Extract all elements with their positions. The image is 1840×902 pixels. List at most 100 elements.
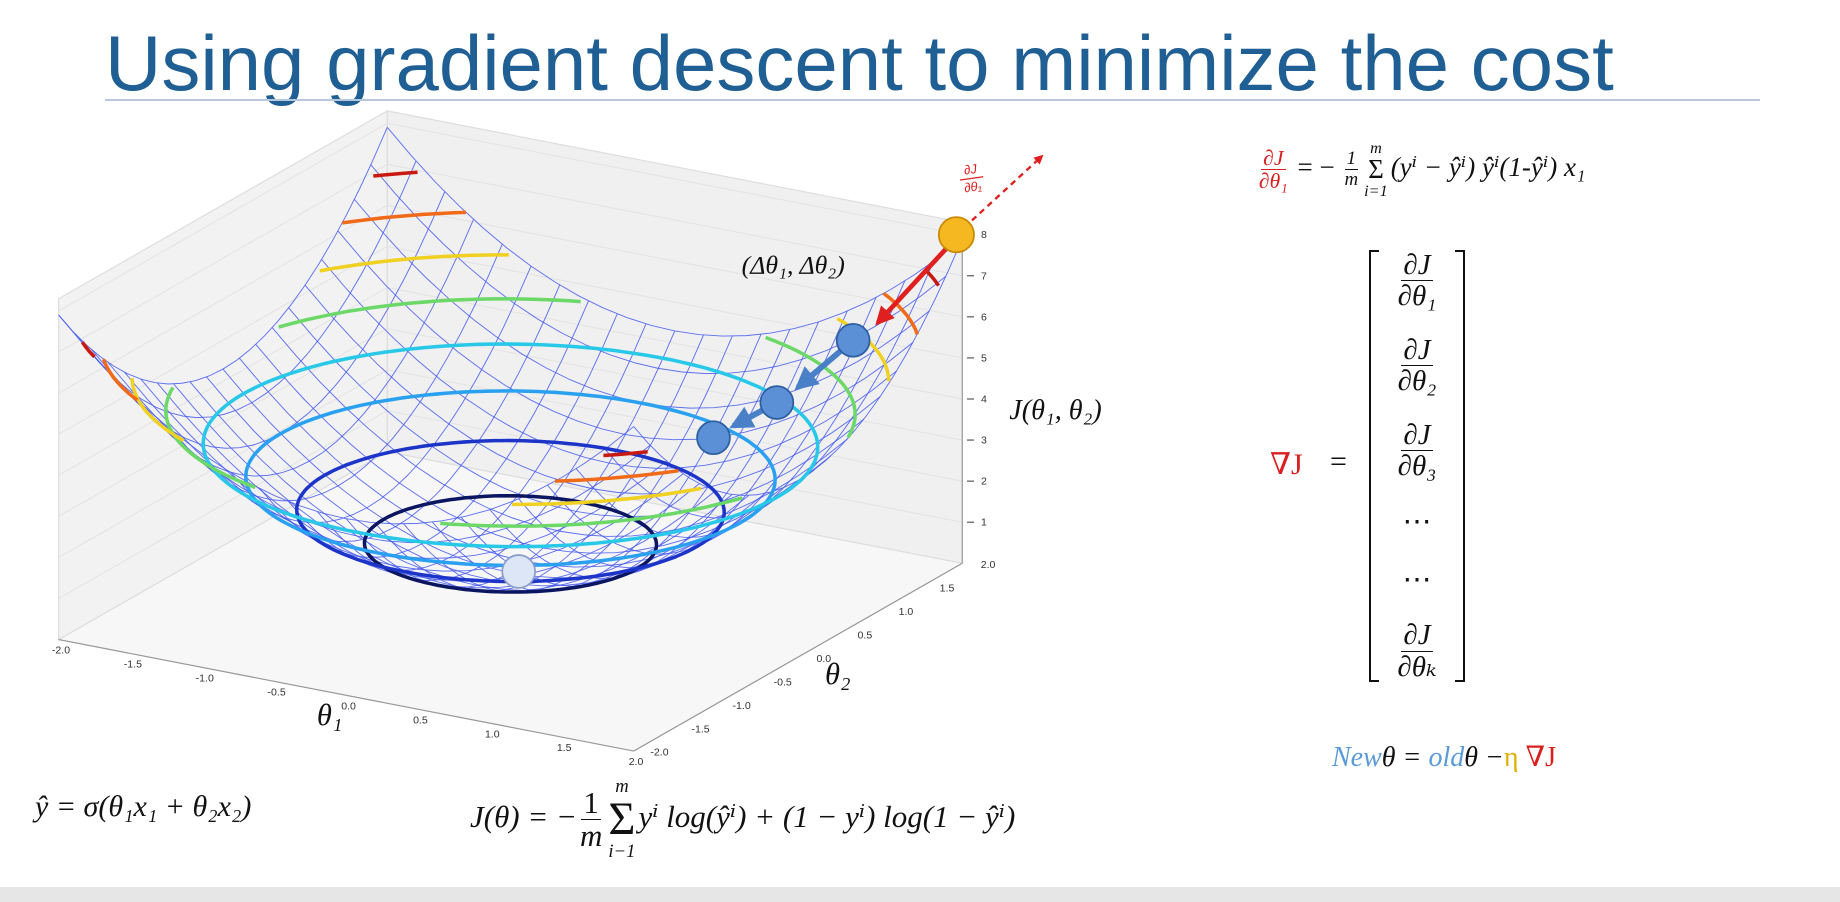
surface-plot: -2.0 -1.5 -1.0 -0.5 0.0 0.5 1.0 1.5 2.0 -2.0 -1.5 -… — [52, 109, 1102, 768]
vector-entry: ∂J ∂θ₂ — [1397, 333, 1437, 398]
contour — [278, 297, 581, 329]
sum-sign: Σ — [1368, 154, 1384, 185]
j-axis-label: J(θ₁, θ₂) — [1009, 395, 1102, 426]
theta2-tick-label: -2.0 — [650, 747, 668, 759]
mesh-line — [374, 334, 704, 593]
theta2-tick-label: -1.0 — [733, 700, 751, 712]
theta2-tick-label: 1.5 — [940, 582, 955, 594]
numerator: ∂J — [1401, 333, 1433, 367]
sum-upper: m — [615, 776, 629, 797]
contour — [342, 210, 466, 225]
contour — [319, 253, 509, 273]
theta2-label: θ₂ — [825, 657, 851, 691]
mesh-line — [271, 327, 848, 537]
gradient-label-num: ∂J — [963, 161, 978, 178]
j-tick-label: 4 — [981, 394, 987, 406]
vector-entry: ∂J ∂θₖ — [1397, 620, 1436, 682]
j-tick-label: 1 — [981, 517, 987, 529]
contour — [101, 358, 139, 402]
bracket-right — [1455, 250, 1465, 682]
gradient-label: ∂J∂θ₁ — [959, 161, 984, 195]
cost-lhs: J(θ) = − — [470, 798, 577, 834]
sum-sign: Σ — [608, 793, 636, 845]
start-point — [937, 216, 975, 254]
learning-rate: η — [1503, 742, 1519, 773]
theta2-tick-label: 2.0 — [981, 559, 996, 571]
slide-title: Using gradient descent to minimize the c… — [105, 19, 1614, 107]
hypothesis: ŷ = σ(θ₁x₁ + θ₂x₂) — [35, 790, 252, 823]
mesh-line — [321, 259, 897, 469]
denominator: m — [1344, 169, 1359, 191]
step-label: (Δθ₁, Δθ₂) — [742, 250, 845, 279]
update-theta: θ − — [1464, 742, 1504, 773]
update-rule: Newθ = oldθ −η ∇J — [1332, 740, 1556, 774]
gradient-direction — [955, 154, 1044, 236]
theta1-tick-label: -0.5 — [268, 686, 286, 698]
axis-edge — [58, 562, 963, 752]
theta2-tick-label: 0.5 — [858, 629, 873, 641]
wall-grid — [58, 163, 963, 353]
point — [759, 385, 795, 420]
denominator: ∂θ₃ — [1397, 449, 1437, 482]
fraction-bar — [959, 176, 984, 181]
theta1-label: θ₁ — [317, 698, 343, 732]
theta2-tick-label: -1.5 — [691, 723, 709, 735]
vector-entry: ⋯ — [1402, 564, 1432, 597]
mesh-line — [547, 297, 877, 555]
update-old: old — [1428, 742, 1465, 773]
mesh-line — [304, 284, 881, 495]
minimum-point — [501, 554, 536, 589]
denominator: ∂θ₂ — [1397, 365, 1437, 398]
theta2-tick-label: 1.0 — [899, 606, 914, 618]
wall-grid — [58, 369, 963, 558]
gradient-rhs: (yⁱ − ŷⁱ) ŷⁱ(1-ŷⁱ) x₁ — [1390, 151, 1586, 182]
denominator: ∂θ₁ — [1259, 169, 1288, 194]
update-new: New — [1332, 742, 1382, 773]
wall-grid — [58, 122, 963, 312]
j-tick-label: 7 — [981, 270, 987, 282]
contour — [603, 450, 648, 458]
theta1-tick-label: 0.5 — [413, 714, 428, 726]
denominator: ∂θ₁ — [1397, 280, 1437, 313]
update-gradient: ∇J — [1525, 742, 1556, 773]
numerator: ∂J — [1401, 418, 1433, 451]
sum-lower: i−1 — [608, 841, 636, 863]
numerator: ∂J — [1401, 249, 1433, 282]
j-tick-label: 5 — [981, 352, 987, 364]
contour — [512, 486, 702, 507]
mesh-line — [288, 307, 864, 518]
numerator: ∂J — [1261, 145, 1286, 171]
mesh-line — [337, 230, 914, 441]
contour — [130, 378, 185, 443]
j-tick-label: 8 — [981, 229, 987, 241]
equals: = — [1330, 445, 1347, 478]
theta1-tick-label: -1.5 — [124, 659, 142, 671]
contour — [925, 269, 940, 287]
contour — [440, 496, 743, 528]
wall-grid — [58, 287, 963, 476]
denominator: m — [579, 818, 603, 854]
theta1-tick-label: 2.0 — [629, 756, 644, 768]
sum-upper: m — [1370, 139, 1382, 157]
point — [835, 323, 871, 358]
theta1-tick-label: 1.5 — [557, 742, 572, 754]
numerator: 1 — [581, 784, 601, 821]
contour — [764, 335, 857, 439]
numerator: 1 — [1344, 148, 1359, 171]
update-theta: θ = — [1381, 742, 1422, 773]
theta2-tick-label: 0.0 — [816, 653, 831, 665]
theta1-tick-label: -2.0 — [52, 645, 70, 657]
wall-grid — [58, 204, 963, 394]
theta1-tick-label: -1.0 — [196, 673, 214, 685]
bottom-bar — [0, 887, 1840, 902]
bracket-left — [1369, 250, 1379, 682]
numerator: ∂J — [1401, 619, 1433, 652]
vector-entry: ⋯ — [1402, 506, 1432, 539]
wall-grid — [58, 245, 963, 435]
cost-rhs: yⁱ log(ŷⁱ) + (1 − yⁱ) log(1 − ŷⁱ) — [638, 798, 1016, 834]
sum-lower: i=1 — [1364, 182, 1388, 201]
